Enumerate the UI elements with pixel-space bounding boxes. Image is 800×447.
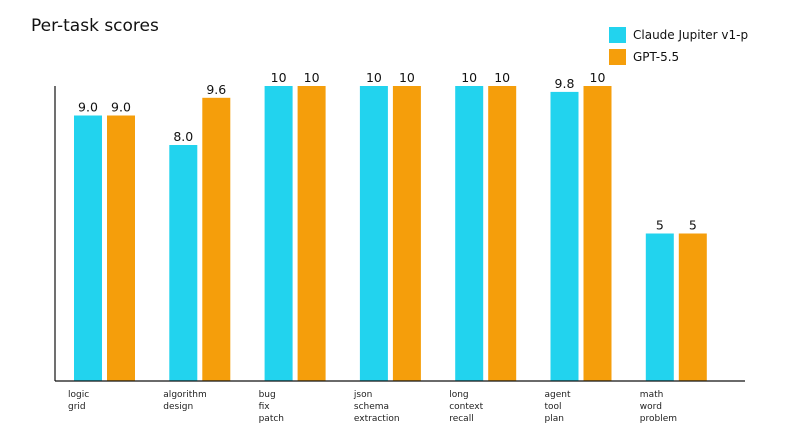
bar-series2-math-word-problem (678, 233, 707, 381)
legend-label: GPT-5.5 (633, 50, 679, 64)
legend: Claude Jupiter v1-p GPT-5.5 (609, 27, 748, 65)
bar-series2-agent-tool-plan (583, 86, 612, 381)
value-labels-layer: 9.0 9.0 8.0 9.6 10 10 10 10 10 10 9.8 10 5 5 (78, 70, 697, 233)
value-label: 8.0 (173, 129, 193, 144)
bar-series2-bug-fix-patch (297, 86, 326, 381)
bar-series1-agent-tool-plan (550, 91, 579, 382)
bar-series1-json-schema-extraction (359, 86, 388, 381)
value-label: 5 (689, 218, 697, 233)
x-tick-label: algorithm design (163, 390, 206, 412)
bar-series1-math-word-problem (645, 233, 674, 381)
bar-series2-algorithm-design (202, 97, 231, 382)
x-tick-label: math word problem (640, 390, 677, 424)
bar-series2-logic-grid (107, 115, 135, 381)
value-label: 9.0 (111, 100, 131, 115)
value-label: 10 (399, 70, 415, 85)
x-tick-label: long context recall (449, 390, 483, 424)
bars-layer (74, 86, 707, 382)
bar-series2-json-schema-extraction (392, 86, 421, 381)
x-tick-label: bug fix patch (259, 390, 284, 424)
value-label: 9.0 (78, 100, 98, 115)
bar-series1-bug-fix-patch (264, 86, 293, 381)
value-label: 5 (656, 218, 664, 233)
axes-layer (54, 86, 745, 382)
x-tick-label: json schema extraction (353, 390, 400, 424)
bar-series1-logic-grid (74, 115, 102, 381)
legend-swatch (609, 49, 626, 65)
value-label: 10 (271, 70, 287, 85)
value-label: 9.8 (555, 76, 575, 91)
bar-series1-long-context-recall (455, 86, 484, 381)
bar-series2-long-context-recall (488, 86, 517, 381)
value-label: 10 (304, 70, 320, 85)
bar-series1-algorithm-design (169, 145, 198, 381)
value-label: 9.6 (206, 82, 226, 97)
chart-title: Per-task scores (31, 16, 159, 36)
value-label: 10 (494, 70, 510, 85)
value-label: 10 (366, 70, 382, 85)
legend-swatch (609, 27, 626, 43)
legend-label: Claude Jupiter v1-p (633, 28, 748, 42)
x-tick-label: logic grid (68, 390, 89, 412)
value-label: 10 (590, 70, 606, 85)
x-tick-label: agent tool plan (545, 390, 571, 424)
value-label: 10 (461, 70, 477, 85)
tick-labels-layer: logic grid algorithm design bug fix patch json s… (68, 390, 677, 424)
